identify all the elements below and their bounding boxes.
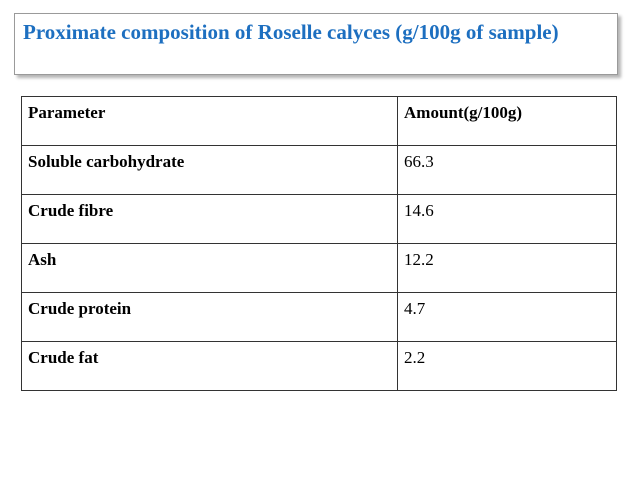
table: Parameter Amount(g/100g) Soluble carbohydr… bbox=[21, 96, 617, 391]
table-cell: Crude fat bbox=[21, 341, 398, 391]
table-cell: Soluble carbohydrate bbox=[21, 145, 398, 195]
table-cell: 14.6 bbox=[397, 194, 617, 244]
header-cell: Amount(g/100g) bbox=[397, 96, 617, 146]
table-cell: Crude fibre bbox=[21, 194, 398, 244]
table-cell: Ash bbox=[21, 243, 398, 293]
title: Proximate composition of Roselle calyces… bbox=[23, 20, 559, 44]
table-cell: 4.7 bbox=[397, 292, 617, 342]
header-cell: Parameter bbox=[21, 96, 398, 146]
table-row: Crude fat 2.2 bbox=[21, 341, 617, 391]
table-row: Soluble carbohydrate 66.3 bbox=[21, 145, 617, 195]
table-cell: Crude protein bbox=[21, 292, 398, 342]
table-cell: 12.2 bbox=[397, 243, 617, 293]
table-cell: 2.2 bbox=[397, 341, 617, 391]
title-box: Proximate composition of Roselle calyces… bbox=[14, 13, 618, 75]
table-row: Crude fibre 14.6 bbox=[21, 194, 617, 244]
table-cell: 66.3 bbox=[397, 145, 617, 195]
table-row: Ash 12.2 bbox=[21, 243, 617, 293]
header-row: Parameter Amount(g/100g) bbox=[21, 96, 617, 146]
table-row: Crude protein 4.7 bbox=[21, 292, 617, 342]
table-body: Parameter Amount(g/100g) Soluble carbohydr… bbox=[21, 96, 617, 391]
